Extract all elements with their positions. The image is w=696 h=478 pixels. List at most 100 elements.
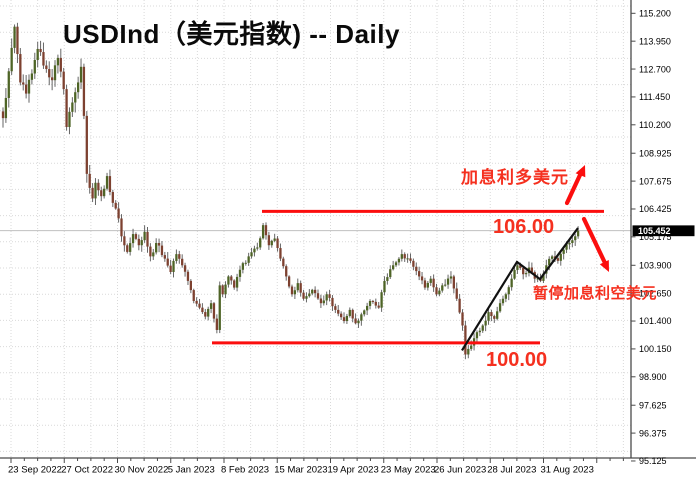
candle-body	[420, 276, 424, 281]
candle-body	[394, 262, 398, 266]
candle-body	[519, 265, 522, 268]
candle-body	[36, 48, 39, 60]
candle-body	[368, 300, 372, 306]
candle-body	[360, 314, 363, 321]
candle-body	[516, 265, 519, 270]
candle-body	[498, 303, 502, 312]
y-axis-tick-label: 106.425	[639, 204, 672, 214]
candle-body	[438, 290, 441, 295]
support-price-label: 100.00	[486, 349, 548, 371]
candle-body	[550, 256, 554, 259]
candle-body	[134, 234, 138, 239]
candle-body	[74, 92, 77, 103]
candle-body	[50, 77, 54, 81]
candle-body	[120, 218, 123, 237]
candle-body	[250, 252, 253, 257]
candle-body	[397, 258, 401, 263]
candle-body	[342, 317, 346, 322]
candle-body	[56, 57, 60, 66]
candle-body	[131, 234, 135, 244]
candle-body	[91, 187, 94, 199]
candle-body	[111, 192, 114, 203]
candle-body	[227, 276, 230, 285]
candle-body	[13, 26, 16, 48]
x-axis-tick-label: 26 Jun 2023	[434, 465, 486, 476]
y-axis-tick-label: 107.675	[639, 176, 672, 186]
y-axis-tick-label: 96.375	[639, 428, 667, 438]
candle-body	[166, 258, 169, 266]
candle-body	[201, 307, 204, 313]
candle-body	[273, 238, 276, 241]
y-axis-tick-label: 115.200	[639, 9, 671, 19]
candle-body	[279, 248, 282, 259]
candle-body	[383, 280, 386, 293]
candle-body	[429, 278, 432, 283]
candle-body	[22, 82, 25, 85]
candle-body	[423, 280, 427, 288]
candle-body	[409, 258, 412, 261]
candle-body	[403, 254, 406, 259]
candle-body	[100, 190, 103, 197]
candle-body	[501, 298, 505, 304]
candle-body	[461, 312, 464, 326]
chart-title: USDInd（美元指数) -- Daily	[63, 19, 400, 49]
candle-body	[71, 102, 74, 112]
candle-body	[157, 242, 161, 246]
y-axis-tick-label: 102.650	[639, 288, 672, 298]
candle-body	[365, 305, 369, 311]
candle-body	[380, 292, 383, 308]
candle-body	[85, 115, 88, 174]
candle-body	[45, 65, 48, 70]
candle-body	[470, 345, 473, 349]
candle-body	[172, 260, 175, 272]
x-axis-tick-label: 23 May 2023	[381, 465, 436, 476]
y-axis-tick-label: 112.700	[639, 64, 671, 74]
candle-body	[97, 182, 100, 191]
candle-body	[33, 59, 36, 74]
candle-body	[195, 300, 198, 304]
candle-body	[293, 290, 297, 295]
y-axis-tick-label: 110.200	[639, 120, 671, 130]
candle-body	[290, 286, 294, 295]
y-axis-tick-label: 113.950	[639, 36, 671, 46]
candle-body	[305, 296, 308, 299]
candle-body	[562, 249, 565, 254]
candle-body	[212, 303, 216, 319]
candle-body	[302, 292, 305, 299]
candle-body	[354, 318, 357, 324]
candle-body	[282, 258, 285, 267]
candle-body	[181, 258, 184, 266]
candle-body	[484, 320, 487, 326]
resistance-price-label: 106.00	[493, 216, 555, 238]
y-axis-tick-label: 111.450	[639, 92, 670, 102]
candle-body	[311, 289, 314, 294]
candle-body	[62, 71, 65, 90]
candle-body	[4, 97, 8, 119]
candle-body	[559, 253, 562, 261]
x-axis-tick-label: 31 Aug 2023	[541, 465, 594, 476]
candle-body	[209, 303, 213, 309]
candle-body	[24, 84, 28, 94]
candle-body	[253, 248, 256, 253]
candle-body	[117, 208, 120, 219]
candle-body	[261, 225, 265, 239]
candle-body	[504, 294, 508, 299]
candle-body	[412, 260, 415, 267]
candle-body	[455, 288, 458, 299]
candle-body	[105, 176, 109, 189]
candle-body	[235, 276, 239, 288]
candle-body	[7, 71, 10, 98]
candle-body	[444, 284, 447, 286]
candle-body	[334, 306, 337, 310]
candle-body	[481, 325, 484, 331]
candle-body	[490, 312, 493, 317]
candle-body	[82, 66, 86, 116]
candle-body	[178, 254, 181, 259]
candle-body	[123, 236, 126, 246]
y-axis-tick-label: 108.925	[639, 148, 672, 158]
candle-body	[351, 309, 354, 319]
candle-body	[53, 65, 57, 81]
candle-body	[39, 48, 42, 53]
candle-body	[548, 258, 551, 266]
down-arrow	[581, 216, 608, 266]
